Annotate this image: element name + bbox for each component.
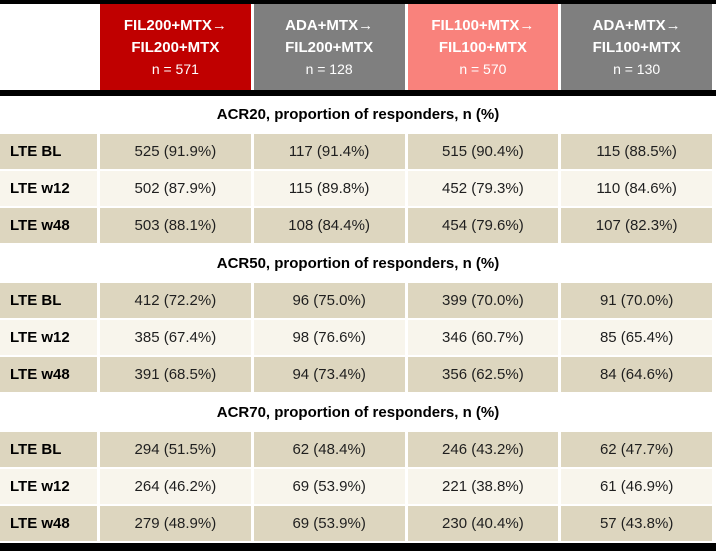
table-row: LTE BL 412 (72.2%) 96 (75.0%) 399 (70.0%…	[0, 283, 716, 318]
row-label: LTE w48	[0, 357, 97, 392]
value-cell: 62 (47.7%)	[561, 432, 712, 467]
section-title: ACR50, proportion of responders, n (%)	[0, 245, 716, 283]
column-header-n: n = 130	[613, 60, 661, 77]
value-cell: 221 (38.8%)	[407, 469, 559, 504]
value-cell: 117 (91.4%)	[253, 134, 405, 169]
corner-cell	[0, 4, 97, 90]
value-cell: 107 (82.3%)	[561, 208, 712, 243]
value-cell: 452 (79.3%)	[407, 171, 559, 206]
value-cell: 57 (43.8%)	[561, 506, 712, 541]
table-row: LTE w12 502 (87.9%) 115 (89.8%) 452 (79.…	[0, 171, 716, 206]
table-row: LTE w48 391 (68.5%) 94 (73.4%) 356 (62.5…	[0, 357, 716, 392]
value-cell: 61 (46.9%)	[561, 469, 712, 504]
table-row: LTE w12 264 (46.2%) 69 (53.9%) 221 (38.8…	[0, 469, 716, 504]
value-cell: 115 (89.8%)	[253, 171, 405, 206]
section-acr50: ACR50, proportion of responders, n (%) L…	[0, 245, 716, 392]
column-header-line2: FIL200+MTX	[131, 38, 220, 56]
column-header-row: FIL200+MTX→ FIL200+MTX n = 571 ADA+MTX→ …	[0, 4, 716, 90]
value-cell: 69 (53.9%)	[253, 469, 405, 504]
top-border	[0, 0, 716, 4]
row-label: LTE w48	[0, 208, 97, 243]
value-cell: 525 (91.9%)	[100, 134, 251, 169]
table-row: LTE w12 385 (67.4%) 98 (76.6%) 346 (60.7…	[0, 320, 716, 355]
value-cell: 356 (62.5%)	[407, 357, 559, 392]
value-cell: 294 (51.5%)	[100, 432, 251, 467]
table-row: LTE BL 525 (91.9%) 117 (91.4%) 515 (90.4…	[0, 134, 716, 169]
column-header-line2: FIL100+MTX	[592, 38, 681, 56]
column-header-line1: ADA+MTX→	[285, 16, 374, 34]
value-cell: 84 (64.6%)	[561, 357, 712, 392]
value-cell: 391 (68.5%)	[100, 357, 251, 392]
value-cell: 279 (48.9%)	[100, 506, 251, 541]
table-row: LTE BL 294 (51.5%) 62 (48.4%) 246 (43.2%…	[0, 432, 716, 467]
value-cell: 108 (84.4%)	[253, 208, 405, 243]
value-cell: 502 (87.9%)	[100, 171, 251, 206]
column-header-ada-fil200: ADA+MTX→ FIL200+MTX n = 128	[253, 4, 405, 90]
column-header-n: n = 570	[459, 60, 507, 77]
value-cell: 412 (72.2%)	[100, 283, 251, 318]
section-title: ACR20, proportion of responders, n (%)	[0, 96, 716, 134]
column-header-line2: FIL200+MTX	[285, 38, 374, 56]
column-header-fil100-fil100: FIL100+MTX→ FIL100+MTX n = 570	[407, 4, 559, 90]
column-header-n: n = 571	[151, 60, 199, 77]
value-cell: 96 (75.0%)	[253, 283, 405, 318]
column-header-fil200-fil200: FIL200+MTX→ FIL200+MTX n = 571	[100, 4, 251, 90]
value-cell: 91 (70.0%)	[561, 283, 712, 318]
row-label: LTE BL	[0, 283, 97, 318]
column-header-ada-fil100: ADA+MTX→ FIL100+MTX n = 130	[561, 4, 712, 90]
section-acr70: ACR70, proportion of responders, n (%) L…	[0, 394, 716, 541]
row-label: LTE w12	[0, 171, 97, 206]
value-cell: 85 (65.4%)	[561, 320, 712, 355]
table-row: LTE w48 503 (88.1%) 108 (84.4%) 454 (79.…	[0, 208, 716, 243]
column-header-line1: ADA+MTX→	[592, 16, 681, 34]
row-label: LTE BL	[0, 134, 97, 169]
header-divider	[0, 90, 716, 96]
value-cell: 69 (53.9%)	[253, 506, 405, 541]
column-header-line1: FIL200+MTX→	[123, 16, 227, 34]
row-label: LTE w12	[0, 469, 97, 504]
value-cell: 94 (73.4%)	[253, 357, 405, 392]
value-cell: 454 (79.6%)	[407, 208, 559, 243]
value-cell: 385 (67.4%)	[100, 320, 251, 355]
value-cell: 115 (88.5%)	[561, 134, 712, 169]
value-cell: 503 (88.1%)	[100, 208, 251, 243]
column-header-line2: FIL100+MTX	[438, 38, 527, 56]
bottom-border	[0, 543, 716, 551]
row-label: LTE w48	[0, 506, 97, 541]
value-cell: 264 (46.2%)	[100, 469, 251, 504]
value-cell: 98 (76.6%)	[253, 320, 405, 355]
value-cell: 230 (40.4%)	[407, 506, 559, 541]
table-row: LTE w48 279 (48.9%) 69 (53.9%) 230 (40.4…	[0, 506, 716, 541]
column-header-line1: FIL100+MTX→	[431, 16, 535, 34]
value-cell: 515 (90.4%)	[407, 134, 559, 169]
row-label: LTE BL	[0, 432, 97, 467]
column-header-n: n = 128	[305, 60, 353, 77]
row-label: LTE w12	[0, 320, 97, 355]
value-cell: 399 (70.0%)	[407, 283, 559, 318]
section-acr20: ACR20, proportion of responders, n (%) L…	[0, 96, 716, 243]
value-cell: 246 (43.2%)	[407, 432, 559, 467]
value-cell: 110 (84.6%)	[561, 171, 712, 206]
section-title: ACR70, proportion of responders, n (%)	[0, 394, 716, 432]
value-cell: 346 (60.7%)	[407, 320, 559, 355]
value-cell: 62 (48.4%)	[253, 432, 405, 467]
